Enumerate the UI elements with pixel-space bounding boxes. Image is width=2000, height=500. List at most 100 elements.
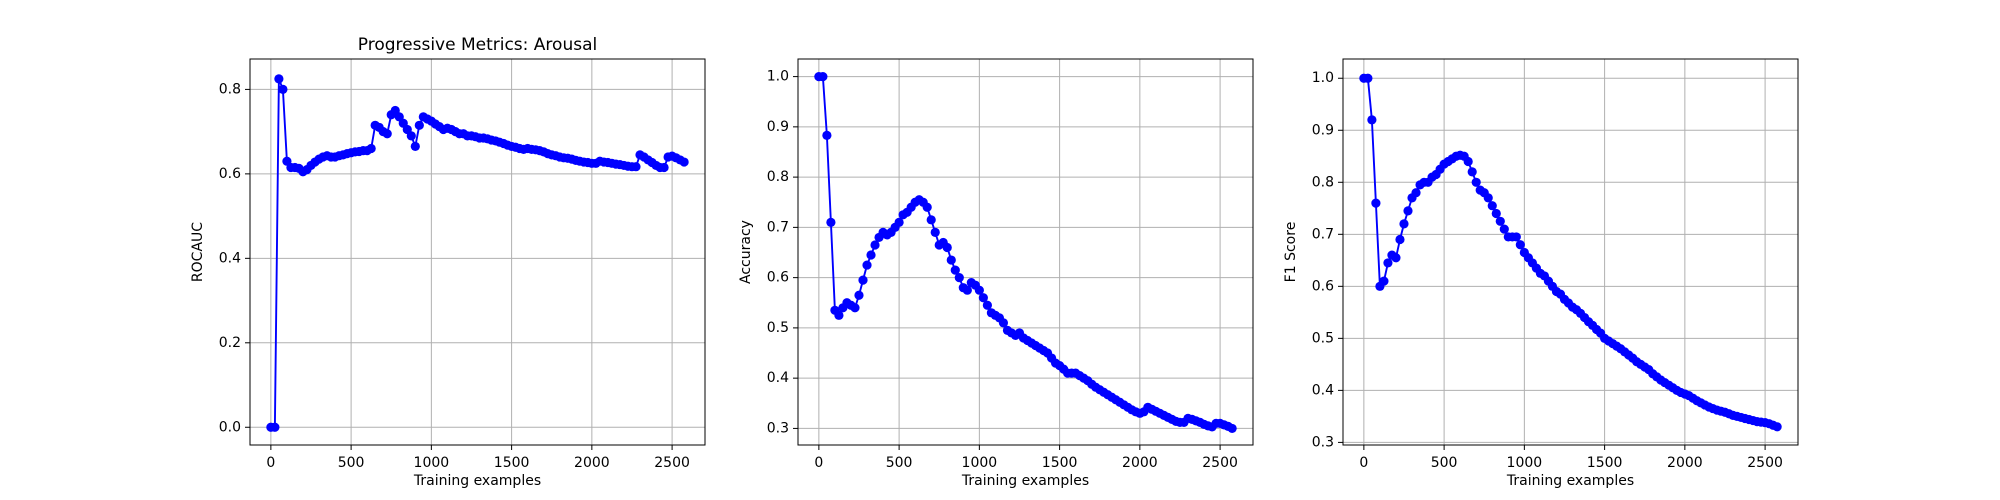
x-tick-label: 0 <box>266 455 275 471</box>
y-tick-label: 0.9 <box>1312 122 1334 138</box>
x-tick-label: 0 <box>814 455 823 471</box>
x-axis-label: Training examples <box>961 473 1089 489</box>
data-point <box>1383 258 1393 268</box>
data-point <box>1467 167 1477 177</box>
x-tick-label: 1500 <box>1042 455 1078 471</box>
y-tick-label: 0.9 <box>767 119 789 135</box>
data-point <box>834 310 844 320</box>
data-point <box>954 273 964 283</box>
x-tick-label: 1500 <box>1587 455 1623 471</box>
y-tick-label: 1.0 <box>1312 70 1334 86</box>
subplot: 0 500 1000 1500 2000 2500 0.3 0.4 0.5 0.6 0.7 0.8 0.… <box>738 58 1254 489</box>
y-axis-label: ROCAUC <box>190 222 206 282</box>
data-point <box>1399 219 1409 229</box>
axes-frame <box>797 58 1254 446</box>
data-point <box>274 74 284 84</box>
data-point <box>414 120 424 130</box>
data-point <box>822 130 832 140</box>
data-point <box>866 250 876 260</box>
data-point <box>278 84 288 95</box>
axes-frame <box>1342 58 1799 446</box>
data-point <box>978 293 988 303</box>
x-tick-label: 2000 <box>1122 455 1158 471</box>
data-point <box>1515 240 1525 250</box>
data-point <box>1511 232 1521 242</box>
data-point <box>1403 206 1413 216</box>
x-tick-label: 0 <box>1359 455 1368 471</box>
y-tick-label: 0.0 <box>219 419 241 435</box>
y-tick-label: 0.6 <box>1312 278 1334 294</box>
chart-title: Progressive Metrics: Arousal <box>358 35 597 55</box>
data-point <box>862 260 872 270</box>
x-axis-label: Training examples <box>413 473 541 489</box>
y-axis-label: F1 Score <box>1283 222 1299 283</box>
data-point <box>818 71 828 82</box>
data-point <box>854 290 864 300</box>
x-tick-label: 2000 <box>1667 455 1703 471</box>
data-point <box>631 162 641 172</box>
axes-frame <box>249 58 706 446</box>
data-point <box>870 240 880 250</box>
y-tick-label: 0.5 <box>767 320 789 336</box>
data-point <box>410 141 420 152</box>
data-point <box>1772 422 1782 432</box>
y-axis-label: Accuracy <box>738 220 754 284</box>
data-point <box>1363 73 1373 83</box>
x-tick-label: 2000 <box>574 455 610 471</box>
y-tick-label: 0.7 <box>767 219 789 235</box>
y-tick-label: 0.6 <box>767 270 789 286</box>
x-tick-label: 2500 <box>1202 455 1238 471</box>
x-tick-label: 1500 <box>494 455 530 471</box>
data-point <box>974 285 984 295</box>
data-point <box>930 227 940 237</box>
data-point <box>950 265 960 275</box>
subplot: 0 500 1000 1500 2000 2500 0.3 0.4 0.5 0.6 0.7 0.8 0.… <box>1283 58 1799 489</box>
y-tick-label: 0.2 <box>219 335 241 351</box>
x-tick-label: 1000 <box>962 455 998 471</box>
data-point <box>1471 177 1481 187</box>
y-tick-label: 0.3 <box>1312 434 1334 450</box>
y-tick-label: 0.4 <box>767 370 789 386</box>
y-tick-label: 0.8 <box>219 81 241 97</box>
data-point <box>1499 224 1509 234</box>
y-tick-label: 0.6 <box>219 166 241 182</box>
data-point <box>922 202 932 212</box>
data-point <box>1379 276 1389 286</box>
data-point <box>858 275 868 285</box>
data-point <box>1491 208 1501 219</box>
data-point <box>679 157 689 167</box>
y-tick-label: 0.5 <box>1312 330 1334 346</box>
subplot: 0 500 1000 1500 2000 2500 0.0 0.2 0.4 0.6 0.8 Progr… <box>190 35 706 489</box>
data-point <box>1227 423 1237 434</box>
plot-background <box>1343 59 1798 445</box>
x-tick-label: 1000 <box>1507 455 1543 471</box>
data-point <box>962 285 972 295</box>
data-point <box>1371 198 1381 208</box>
y-tick-label: 0.3 <box>767 420 789 436</box>
plot-background <box>798 59 1253 445</box>
data-point <box>894 217 904 227</box>
data-point <box>850 303 860 313</box>
data-point <box>942 242 952 253</box>
y-tick-label: 0.8 <box>1312 174 1334 190</box>
y-tick-label: 1.0 <box>767 69 789 85</box>
data-point <box>270 422 280 432</box>
data-point <box>998 318 1009 328</box>
x-tick-label: 1000 <box>414 455 450 471</box>
data-point <box>826 217 836 227</box>
data-point <box>1495 216 1505 226</box>
y-tick-label: 0.7 <box>1312 226 1334 242</box>
y-tick-label: 0.4 <box>1312 382 1334 398</box>
data-point <box>1395 234 1405 245</box>
data-point <box>926 215 936 225</box>
x-tick-label: 2500 <box>654 455 690 471</box>
data-point <box>366 143 376 154</box>
data-point <box>406 131 416 141</box>
x-tick-label: 500 <box>886 455 913 471</box>
data-point <box>1483 193 1493 203</box>
data-point <box>1411 188 1421 198</box>
data-point <box>946 255 956 265</box>
data-point <box>1391 253 1401 263</box>
y-tick-label: 0.8 <box>767 169 789 185</box>
